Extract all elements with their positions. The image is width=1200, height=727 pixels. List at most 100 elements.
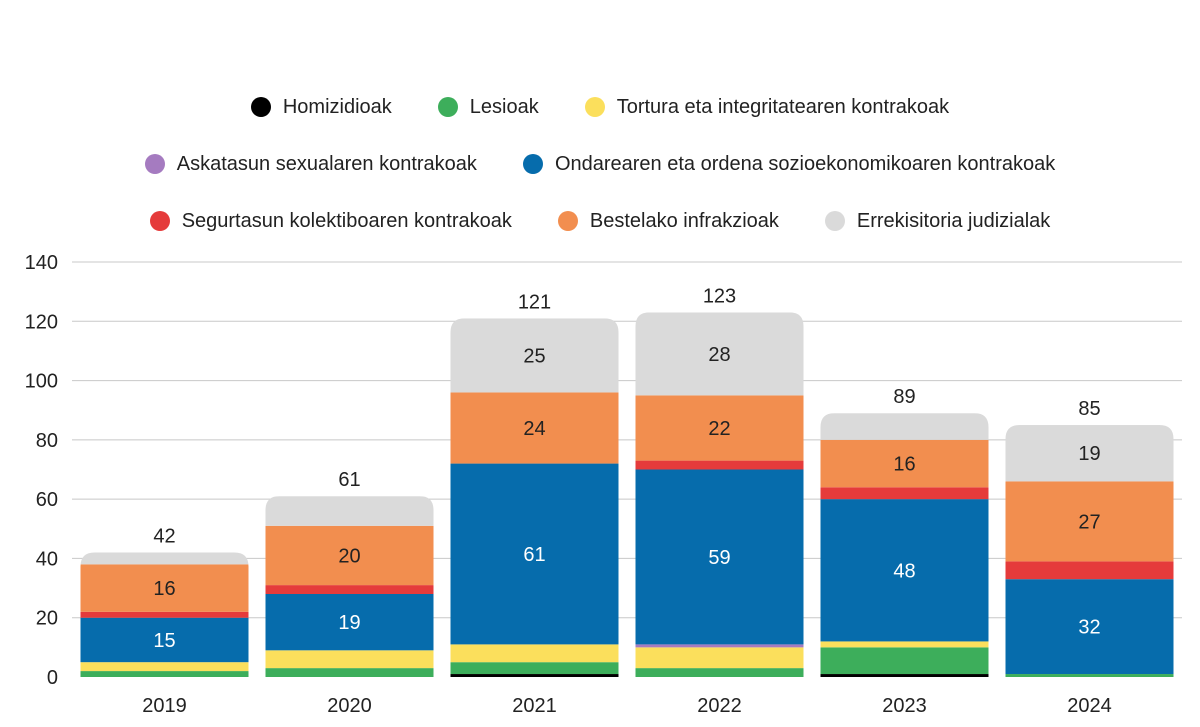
legend-item-tortura: Tortura eta integritatearen kontrakoak	[584, 95, 950, 119]
total-label: 85	[1078, 398, 1100, 420]
data-label: 24	[523, 418, 545, 440]
bar-segment	[1005, 561, 1174, 580]
total-label: 123	[703, 285, 736, 307]
bar-segment	[820, 641, 989, 648]
data-label: 19	[1078, 443, 1100, 465]
legend-label: Bestelako infrakzioak	[589, 209, 779, 232]
y-tick-label: 20	[36, 608, 58, 630]
bar-stack-2023	[820, 413, 989, 677]
bar-segment	[265, 496, 434, 526]
bar-segment	[820, 499, 989, 642]
bar-segment	[450, 662, 619, 675]
bar-segment	[265, 650, 434, 669]
data-label: 16	[153, 578, 175, 600]
legend-swatch	[144, 154, 165, 174]
data-label: 19	[338, 612, 360, 634]
data-label: 20	[338, 545, 360, 567]
x-tick-label: 2020	[327, 695, 372, 717]
legend-swatch	[250, 97, 271, 117]
bar-stack-2021	[450, 318, 619, 677]
legend-item-askatasun: Askatasun sexualaren kontrakoak	[144, 152, 477, 176]
bar-segment	[635, 469, 804, 645]
bar-segment	[635, 312, 804, 396]
y-tick-label: 120	[25, 311, 58, 333]
bar-stack-2019	[80, 552, 249, 677]
data-label: 16	[893, 454, 915, 476]
bar-segment	[635, 395, 804, 461]
bar-segment	[80, 552, 249, 565]
bar-segment	[80, 671, 249, 677]
legend-swatch	[522, 154, 543, 174]
bar-segment	[80, 564, 249, 612]
legend-item-homizidioak: Homizidioak	[250, 95, 392, 119]
x-tick-label: 2023	[882, 695, 927, 717]
data-label: 48	[893, 560, 915, 582]
legend-row-3: Segurtasun kolektiboaren kontrakoak Best…	[0, 206, 1200, 236]
bar-segment	[820, 674, 989, 677]
bar-segment	[265, 594, 434, 651]
legend-label: Ondarearen eta ordena sozioekonomikoaren…	[554, 152, 1056, 175]
bar-segment	[820, 647, 989, 675]
bar-segment	[635, 647, 804, 669]
bar-segment	[450, 644, 619, 663]
bar-segment	[450, 463, 619, 645]
legend-item-ondarearen: Ondarearen eta ordena sozioekonomikoaren…	[522, 152, 1056, 176]
y-tick-label: 60	[36, 489, 58, 511]
total-label: 42	[153, 526, 175, 548]
legend-swatch	[437, 97, 458, 117]
bar-segment	[265, 525, 434, 586]
bar-segment	[80, 617, 249, 663]
legend-label: Segurtasun kolektiboaren kontrakoak	[181, 209, 512, 232]
bar-segment	[1005, 425, 1174, 482]
y-tick-label: 80	[36, 430, 58, 452]
bar-segment	[820, 413, 989, 440]
legend-item-segurtasun: Segurtasun kolektiboaren kontrakoak	[149, 209, 512, 233]
data-label: 25	[523, 345, 545, 367]
bar-segment	[635, 668, 804, 677]
legend-label: Errekisitoria judizialak	[856, 209, 1051, 232]
bar-segment	[1005, 674, 1174, 677]
data-label: 15	[153, 630, 175, 652]
legend-swatch	[149, 211, 170, 231]
bar-segment	[820, 439, 989, 488]
bar-segment	[450, 392, 619, 464]
x-tick-label: 2021	[512, 695, 557, 717]
data-label: 61	[523, 544, 545, 566]
legend-item-bestelako: Bestelako infrakzioak	[557, 209, 779, 233]
x-tick-label: 2019	[142, 695, 187, 717]
bar-segment	[635, 460, 804, 470]
legend-swatch	[824, 211, 845, 231]
total-label: 121	[518, 291, 551, 313]
bar-segment	[265, 668, 434, 677]
legend-label: Homizidioak	[282, 95, 392, 118]
bar-segment	[1005, 481, 1174, 562]
legend-label: Tortura eta integritatearen kontrakoak	[616, 95, 950, 118]
legend-row-2: Askatasun sexualaren kontrakoak Ondarear…	[0, 149, 1200, 179]
bar-segment	[265, 585, 434, 594]
bar-segment	[635, 644, 804, 648]
bar-segment	[820, 487, 989, 500]
data-label: 32	[1078, 617, 1100, 639]
x-tick-label: 2022	[697, 695, 742, 717]
bar-segment	[450, 318, 619, 393]
y-tick-label: 40	[36, 548, 58, 570]
total-label: 89	[893, 386, 915, 408]
bar-segment	[1005, 579, 1174, 675]
legend-row-1: Homizidioak Lesioak Tortura eta integrit…	[0, 92, 1200, 122]
bar-stack-2024	[1005, 425, 1174, 677]
data-label: 22	[708, 418, 730, 440]
y-tick-label: 0	[47, 667, 58, 689]
legend-swatch	[584, 97, 605, 117]
legend-swatch	[557, 211, 578, 231]
bar-segment	[80, 611, 249, 618]
legend-label: Lesioak	[469, 95, 539, 118]
y-tick-label: 100	[25, 371, 58, 393]
data-label: 28	[708, 344, 730, 366]
legend-label: Askatasun sexualaren kontrakoak	[176, 152, 477, 175]
data-label: 27	[1078, 511, 1100, 533]
y-tick-label: 140	[25, 252, 58, 274]
bar-segment	[80, 662, 249, 672]
legend-item-errekisitoria: Errekisitoria judizialak	[824, 209, 1051, 233]
bar-segment	[450, 674, 619, 677]
